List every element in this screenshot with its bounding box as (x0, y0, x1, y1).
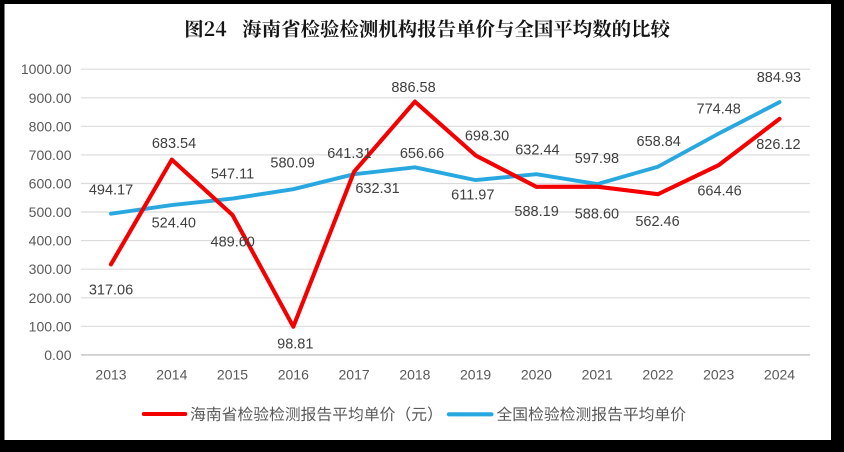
svg-text:2018: 2018 (399, 366, 430, 382)
svg-text:597.98: 597.98 (575, 151, 619, 167)
svg-text:656.66: 656.66 (400, 146, 444, 162)
svg-text:2015: 2015 (217, 366, 248, 382)
svg-text:489.60: 489.60 (211, 235, 255, 251)
svg-text:700.00: 700.00 (29, 147, 72, 163)
svg-text:1000.00: 1000.00 (21, 61, 72, 77)
svg-text:0.00: 0.00 (44, 347, 71, 363)
svg-text:632.44: 632.44 (515, 142, 559, 158)
svg-text:200.00: 200.00 (29, 290, 72, 306)
svg-text:580.09: 580.09 (270, 156, 314, 172)
svg-text:588.19: 588.19 (514, 204, 558, 220)
svg-text:683.54: 683.54 (152, 136, 196, 152)
svg-text:826.12: 826.12 (756, 137, 800, 153)
svg-text:2017: 2017 (339, 366, 370, 382)
svg-text:800.00: 800.00 (29, 118, 72, 134)
svg-text:588.60: 588.60 (575, 207, 619, 223)
svg-text:641.31: 641.31 (327, 146, 371, 162)
svg-text:664.46: 664.46 (697, 183, 741, 199)
svg-text:2013: 2013 (95, 366, 126, 382)
svg-text:774.48: 774.48 (697, 101, 741, 117)
svg-text:98.81: 98.81 (277, 336, 313, 352)
svg-text:2019: 2019 (460, 366, 491, 382)
svg-text:562.46: 562.46 (635, 214, 679, 230)
svg-text:2016: 2016 (278, 366, 309, 382)
svg-text:524.40: 524.40 (152, 215, 196, 231)
svg-text:886.58: 886.58 (391, 80, 435, 96)
svg-text:547.11: 547.11 (211, 167, 254, 183)
svg-text:884.93: 884.93 (757, 70, 801, 86)
svg-text:400.00: 400.00 (29, 233, 72, 249)
svg-text:500.00: 500.00 (29, 204, 72, 220)
svg-text:2014: 2014 (156, 366, 187, 382)
svg-text:2023: 2023 (703, 366, 734, 382)
svg-text:611.97: 611.97 (451, 187, 494, 203)
svg-text:2024: 2024 (764, 366, 795, 382)
svg-text:2022: 2022 (642, 366, 673, 382)
svg-text:300.00: 300.00 (29, 261, 72, 277)
svg-text:900.00: 900.00 (29, 90, 72, 106)
svg-text:658.84: 658.84 (637, 134, 681, 150)
svg-text:494.17: 494.17 (89, 182, 133, 198)
svg-text:632.31: 632.31 (355, 181, 399, 197)
svg-text:600.00: 600.00 (29, 176, 72, 192)
svg-text:698.30: 698.30 (465, 129, 509, 145)
svg-text:2021: 2021 (582, 366, 613, 382)
svg-text:100.00: 100.00 (29, 318, 72, 334)
svg-text:317.06: 317.06 (89, 282, 133, 298)
svg-text:2020: 2020 (521, 366, 552, 382)
